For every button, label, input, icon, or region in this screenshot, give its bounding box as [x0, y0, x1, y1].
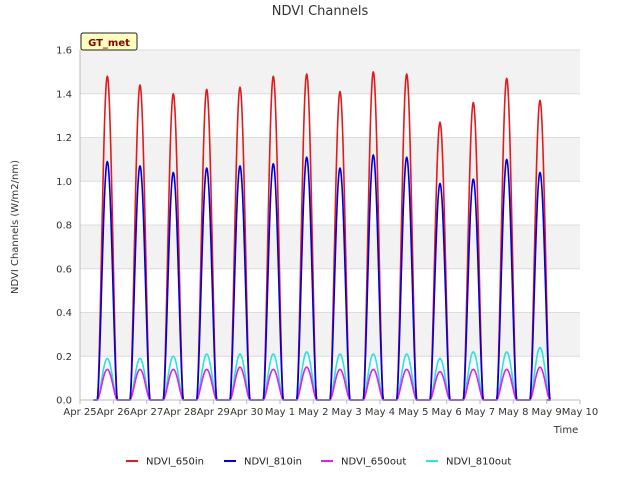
y-tick-label: 1.0 [56, 177, 72, 188]
x-tick-label: Apr 25 [63, 407, 96, 418]
plot-band [80, 225, 580, 269]
x-tick-labels: Apr 25 Apr 26 Apr 27 Apr 28 Apr 29 Apr 30 May … [63, 400, 598, 418]
x-tick-label: May 2 [298, 407, 328, 418]
y-tick-label: 1.4 [56, 89, 72, 100]
x-tick-label: May 7 [465, 407, 495, 418]
y-tick-label: 0.0 [56, 396, 72, 407]
y-tick-label: 0.2 [56, 352, 72, 363]
plot-band [80, 137, 580, 182]
legend-label: NDVI_810in [244, 457, 302, 468]
chart-title: NDVI Channels [272, 4, 369, 19]
axes [79, 50, 580, 401]
x-tick-label: May 3 [332, 407, 362, 418]
x-tick-label: May 10 [562, 407, 599, 418]
legend-label: NDVI_650in [146, 457, 204, 468]
x-tick-label: May 6 [432, 407, 462, 418]
badge-box [80, 32, 138, 51]
x-tick-label: Apr 30 [230, 407, 263, 418]
x-tick-label: May 8 [498, 407, 528, 418]
x-tick-label: Apr 29 [197, 407, 230, 418]
plot-band [80, 312, 580, 357]
y-tick-label: 0.4 [56, 308, 72, 319]
legend-label: NDVI_810out [446, 457, 511, 468]
badge-label: GT_met [88, 38, 130, 49]
x-tick-label: Apr 27 [130, 407, 163, 418]
x-tick-label: May 1 [265, 407, 295, 418]
y-tick-labels: 0.0 0.2 0.4 0.6 0.8 1.0 1.2 1.4 1.6 [56, 46, 72, 407]
grid-lines [80, 49, 580, 401]
x-tick-label: May 4 [365, 407, 395, 418]
y-tick-label: 1.6 [56, 46, 72, 57]
x-tick-label: May 5 [398, 407, 428, 418]
y-axis-label: NDVI Channels (W/m2/nm) [10, 160, 21, 294]
legend: NDVI_650in NDVI_810in NDVI_650out NDVI_810o… [126, 457, 511, 468]
y-tick-label: 1.2 [56, 133, 72, 144]
legend-label: NDVI_650out [341, 457, 406, 468]
gt-met-badge: GT_met [80, 32, 138, 51]
x-tick-label: May 9 [532, 407, 562, 418]
x-tick-label: Apr 26 [97, 407, 130, 418]
plot-band [80, 50, 580, 94]
x-axis-label: Time [553, 425, 578, 436]
y-tick-label: 0.6 [56, 264, 72, 275]
y-tick-label: 0.8 [56, 221, 72, 232]
x-tick-label: Apr 28 [163, 407, 196, 418]
